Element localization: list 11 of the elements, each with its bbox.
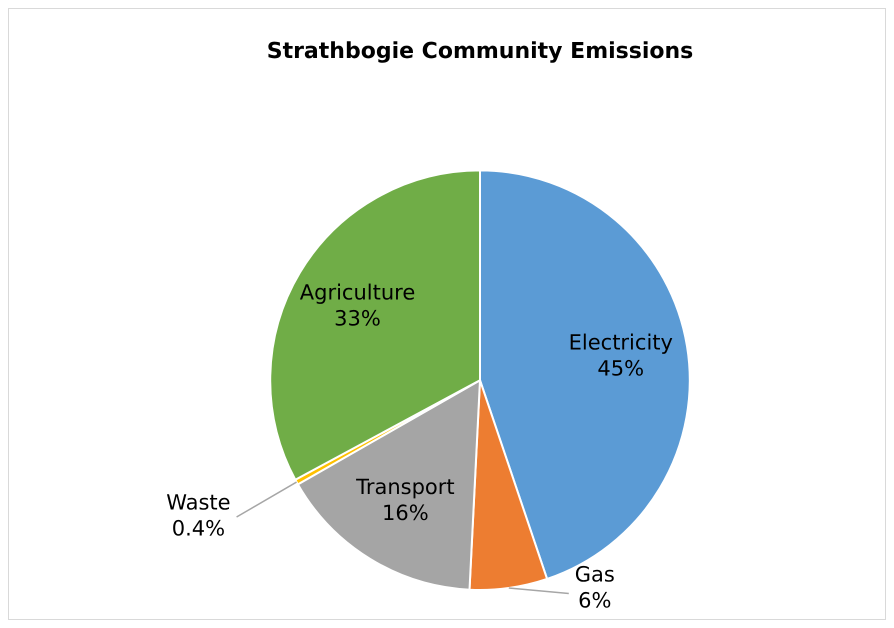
slice-label: Agriculture xyxy=(300,280,416,305)
data-label: 33% xyxy=(334,306,381,331)
data-label: 16% xyxy=(382,501,429,526)
slice-label: Gas xyxy=(574,562,615,586)
data-label: 0.4% xyxy=(172,516,226,540)
chart-title: Strathbogie Community Emissions xyxy=(266,38,694,64)
slice-label: Waste xyxy=(166,490,231,514)
data-label: 6% xyxy=(578,588,612,612)
slice-label: Electricity xyxy=(568,330,673,355)
slice-label: Transport xyxy=(355,475,455,500)
data-label: 45% xyxy=(597,356,644,381)
